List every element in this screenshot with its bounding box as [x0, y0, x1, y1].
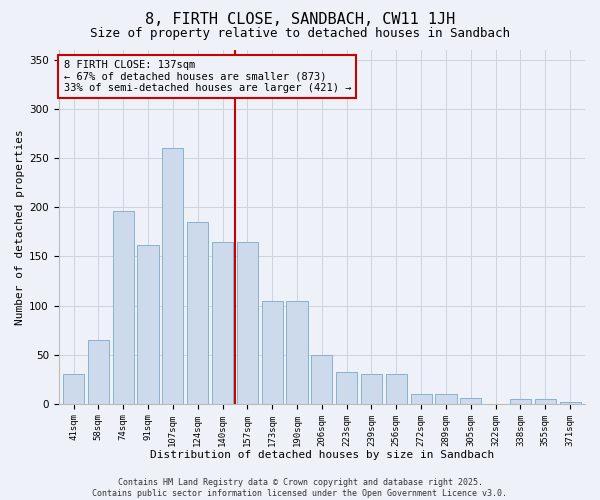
Bar	[88, 340, 109, 404]
Bar	[436, 394, 457, 404]
X-axis label: Distribution of detached houses by size in Sandbach: Distribution of detached houses by size …	[149, 450, 494, 460]
Bar	[510, 399, 531, 404]
Bar	[386, 374, 407, 404]
Text: Size of property relative to detached houses in Sandbach: Size of property relative to detached ho…	[90, 28, 510, 40]
Bar	[535, 399, 556, 404]
Bar	[286, 300, 308, 404]
Bar	[212, 242, 233, 404]
Text: 8 FIRTH CLOSE: 137sqm
← 67% of detached houses are smaller (873)
33% of semi-det: 8 FIRTH CLOSE: 137sqm ← 67% of detached …	[64, 60, 351, 93]
Y-axis label: Number of detached properties: Number of detached properties	[15, 129, 25, 325]
Text: 8, FIRTH CLOSE, SANDBACH, CW11 1JH: 8, FIRTH CLOSE, SANDBACH, CW11 1JH	[145, 12, 455, 28]
Bar	[336, 372, 357, 404]
Text: Contains HM Land Registry data © Crown copyright and database right 2025.
Contai: Contains HM Land Registry data © Crown c…	[92, 478, 508, 498]
Bar	[63, 374, 84, 404]
Bar	[262, 300, 283, 404]
Bar	[361, 374, 382, 404]
Bar	[560, 402, 581, 404]
Bar	[410, 394, 431, 404]
Bar	[113, 211, 134, 404]
Bar	[311, 354, 332, 404]
Bar	[162, 148, 184, 404]
Bar	[137, 244, 158, 404]
Bar	[187, 222, 208, 404]
Bar	[237, 242, 258, 404]
Bar	[460, 398, 481, 404]
